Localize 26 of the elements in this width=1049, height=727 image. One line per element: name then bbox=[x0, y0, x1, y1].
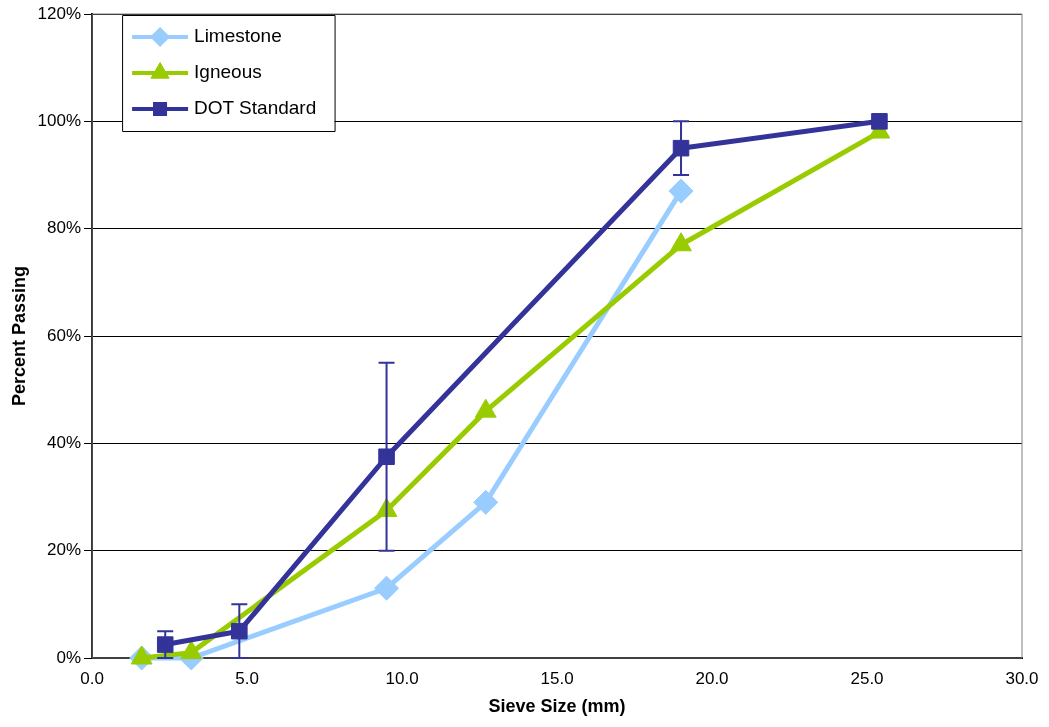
point bbox=[871, 113, 888, 130]
y-tick-label: 60% bbox=[47, 325, 82, 345]
y-tick-label: 0% bbox=[56, 647, 82, 667]
y-axis-title: Percent Passing bbox=[8, 265, 29, 407]
point bbox=[231, 622, 248, 640]
y-tick-label: 40% bbox=[47, 433, 82, 453]
y-tick-label: 120% bbox=[37, 3, 82, 23]
point bbox=[378, 448, 395, 466]
point bbox=[473, 489, 499, 515]
y-tick-label: 20% bbox=[47, 540, 82, 560]
y-tick-label: 80% bbox=[47, 218, 82, 238]
x-tick-label: 10.0 bbox=[385, 668, 419, 688]
point bbox=[374, 575, 400, 601]
x-tick-label: 25.0 bbox=[850, 668, 884, 688]
point bbox=[668, 178, 694, 204]
x-tick-label: 20.0 bbox=[695, 668, 729, 688]
x-axis-title: Sieve Size (mm) bbox=[488, 696, 626, 717]
x-tick-label: 5.0 bbox=[235, 668, 259, 688]
y-tick-label: 100% bbox=[37, 111, 82, 131]
x-tick-label: 15.0 bbox=[540, 668, 574, 688]
point bbox=[156, 636, 174, 653]
legend-label: Limestone bbox=[194, 25, 282, 47]
x-tick-label: 0.0 bbox=[80, 668, 104, 688]
legend-label: Igneous bbox=[194, 61, 262, 83]
legend-label: DOT Standard bbox=[194, 97, 317, 119]
x-tick-label: 30.0 bbox=[1005, 668, 1039, 688]
